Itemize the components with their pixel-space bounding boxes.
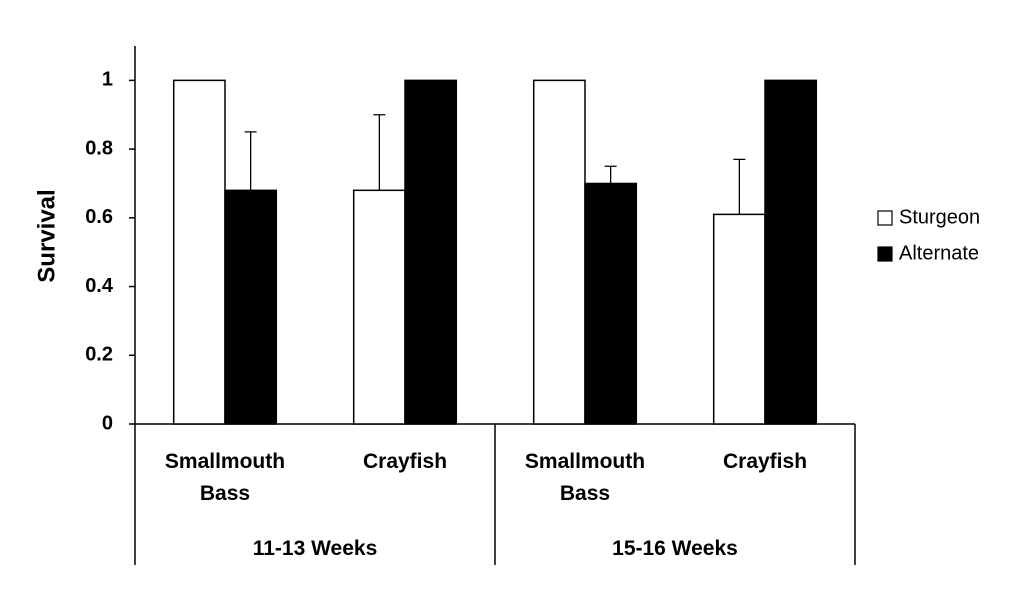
y-axis-title: Survival: [33, 189, 60, 282]
bar: [224, 189, 278, 425]
group-label: 11-13 Weeks: [252, 537, 378, 560]
y-tick-label: 0.4: [85, 275, 114, 297]
y-tick-label: 0: [102, 412, 113, 434]
bar: [172, 79, 226, 425]
y-tick-label: 1: [102, 69, 113, 91]
legend-label: Sturgeon: [899, 206, 980, 228]
legend-swatch: [877, 246, 893, 262]
group-label: 15-16 Weeks: [612, 537, 738, 560]
x-tick-label: Crayfish: [722, 450, 808, 473]
bar: [584, 182, 638, 425]
error-bar: [604, 165, 617, 184]
x-tick-label: Smallmouth Bass: [164, 450, 286, 505]
legend-swatch: [877, 210, 893, 226]
y-tick-label: 0.2: [85, 344, 113, 366]
bar: [352, 189, 406, 425]
y-tick-label: 0.6: [85, 206, 113, 228]
error-bar: [733, 158, 746, 215]
x-tick-label: Smallmouth Bass: [524, 450, 646, 505]
bar: [764, 79, 818, 425]
bar: [712, 213, 766, 425]
error-bar: [244, 131, 257, 191]
legend-label: Alternate: [899, 242, 979, 264]
y-tick-label: 0.8: [85, 137, 113, 159]
bar: [532, 79, 586, 425]
error-bar: [373, 114, 386, 191]
x-tick-label: Crayfish: [362, 450, 448, 473]
bar: [404, 79, 458, 425]
